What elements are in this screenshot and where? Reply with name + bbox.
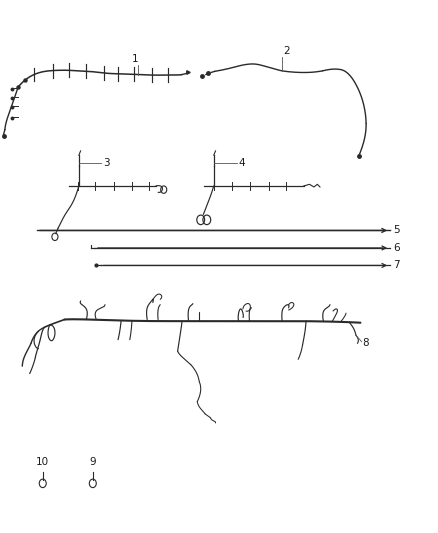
Text: 6: 6 — [393, 243, 400, 253]
Text: 8: 8 — [363, 338, 369, 348]
Text: 9: 9 — [89, 457, 96, 467]
Text: 5: 5 — [393, 225, 400, 236]
Text: 10: 10 — [36, 457, 49, 467]
Text: 7: 7 — [393, 261, 400, 270]
Text: 1: 1 — [132, 54, 139, 64]
Text: 4: 4 — [239, 158, 245, 168]
Text: 3: 3 — [103, 158, 110, 168]
Text: 2: 2 — [283, 46, 290, 56]
